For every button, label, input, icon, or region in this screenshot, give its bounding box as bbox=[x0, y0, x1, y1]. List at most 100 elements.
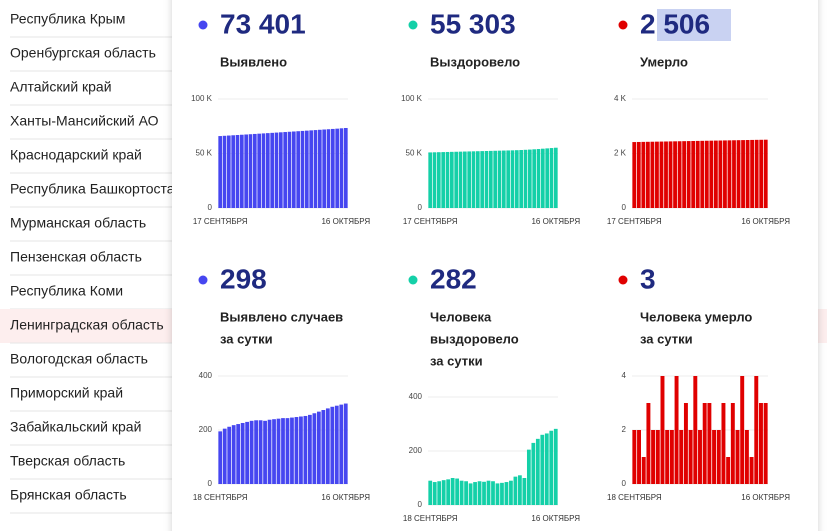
region-name[interactable]: Мурманская область bbox=[10, 215, 146, 231]
x-tick-label: 18 СЕНТЯБРЯ bbox=[193, 493, 248, 502]
bar bbox=[484, 150, 489, 208]
bar bbox=[723, 140, 727, 208]
bar bbox=[744, 430, 749, 484]
region-name[interactable]: Оренбургская область bbox=[10, 45, 156, 61]
y-tick-label: 0 bbox=[622, 203, 627, 212]
y-tick-label: 200 bbox=[199, 425, 213, 434]
bar bbox=[428, 480, 433, 505]
bar bbox=[523, 149, 528, 208]
region-name[interactable]: Республика Башкортостан bbox=[10, 181, 182, 197]
bar bbox=[497, 150, 502, 208]
bar bbox=[468, 483, 473, 505]
region-name[interactable]: Вологодская область bbox=[10, 351, 148, 367]
bar bbox=[732, 140, 736, 208]
region-name[interactable]: Ленинградская область bbox=[10, 317, 164, 333]
bar bbox=[741, 140, 745, 208]
bar bbox=[758, 403, 763, 484]
region-name[interactable]: Брянская область bbox=[10, 487, 127, 503]
bar bbox=[686, 141, 691, 208]
bar bbox=[236, 424, 241, 484]
bar bbox=[519, 150, 523, 208]
bar bbox=[463, 151, 467, 208]
bar bbox=[471, 151, 476, 208]
headline-number: 282 bbox=[430, 263, 477, 294]
bar bbox=[535, 438, 540, 505]
bar bbox=[518, 475, 522, 505]
region-name[interactable]: Краснодарский край bbox=[10, 147, 142, 163]
bar bbox=[740, 376, 745, 484]
bar bbox=[513, 476, 518, 505]
bar bbox=[290, 417, 294, 484]
region-name[interactable]: Приморский край bbox=[10, 385, 123, 401]
bar bbox=[682, 141, 687, 208]
bar bbox=[325, 408, 330, 484]
bar bbox=[664, 141, 668, 208]
bar bbox=[716, 430, 721, 484]
bar bbox=[495, 483, 500, 505]
bar bbox=[489, 150, 493, 208]
bar bbox=[227, 426, 232, 484]
bar bbox=[272, 419, 276, 484]
legend-dot bbox=[618, 20, 628, 30]
bar bbox=[491, 481, 495, 505]
bar bbox=[745, 140, 750, 208]
bar bbox=[235, 135, 240, 208]
region-name[interactable]: Забайкальский край bbox=[10, 419, 141, 435]
bar bbox=[222, 428, 227, 484]
bar bbox=[702, 403, 707, 484]
bar bbox=[735, 430, 740, 484]
y-tick-label: 2 K bbox=[614, 149, 627, 158]
x-tick-label: 16 ОКТЯБРЯ bbox=[741, 493, 790, 502]
region-name[interactable]: Алтайский край bbox=[10, 79, 112, 95]
stat-label: Выявлено случаев bbox=[220, 309, 343, 324]
bar bbox=[718, 140, 723, 208]
bar bbox=[300, 130, 305, 208]
bar bbox=[258, 420, 263, 484]
bar bbox=[549, 430, 554, 505]
bar bbox=[691, 140, 696, 208]
y-tick-label: 50 K bbox=[406, 149, 423, 158]
bar bbox=[276, 418, 281, 484]
bar bbox=[330, 406, 335, 484]
region-name[interactable]: Республика Коми bbox=[10, 283, 123, 299]
bar bbox=[759, 139, 764, 208]
bar bbox=[261, 133, 266, 208]
bar bbox=[763, 403, 768, 484]
region-name[interactable]: Республика Крым bbox=[10, 11, 125, 27]
bar bbox=[222, 135, 227, 208]
y-tick-label: 4 K bbox=[614, 94, 627, 103]
region-name[interactable]: Тверская область bbox=[10, 453, 125, 469]
bar bbox=[526, 449, 531, 505]
headline-number: 55 303 bbox=[430, 8, 516, 39]
legend-dot bbox=[198, 275, 208, 285]
bar bbox=[437, 152, 441, 208]
bar bbox=[727, 140, 732, 208]
bar bbox=[287, 131, 292, 208]
bar bbox=[500, 482, 504, 505]
stat-label: Умерло bbox=[640, 54, 688, 69]
bar bbox=[296, 131, 300, 208]
bar bbox=[528, 149, 532, 208]
bar bbox=[553, 428, 558, 505]
bar bbox=[263, 420, 267, 484]
bar bbox=[227, 135, 231, 208]
region-name[interactable]: Ханты-Мансийский АО bbox=[10, 113, 159, 129]
bar bbox=[437, 481, 442, 505]
bar bbox=[450, 478, 455, 505]
bar bbox=[677, 141, 682, 208]
bar bbox=[450, 151, 454, 208]
stat-label: за сутки bbox=[430, 353, 483, 368]
bar bbox=[335, 128, 339, 208]
bar bbox=[283, 132, 287, 208]
region-name[interactable]: Пензенская область bbox=[10, 249, 142, 265]
bar bbox=[321, 410, 326, 484]
bar bbox=[632, 142, 637, 208]
bar bbox=[707, 403, 712, 484]
bar bbox=[476, 151, 480, 208]
bar bbox=[536, 149, 541, 208]
bar bbox=[754, 376, 759, 484]
bar bbox=[267, 419, 272, 484]
y-tick-label: 4 bbox=[622, 371, 627, 380]
bar bbox=[736, 140, 741, 208]
